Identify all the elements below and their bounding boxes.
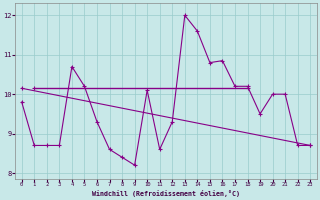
X-axis label: Windchill (Refroidissement éolien,°C): Windchill (Refroidissement éolien,°C) xyxy=(92,190,240,197)
